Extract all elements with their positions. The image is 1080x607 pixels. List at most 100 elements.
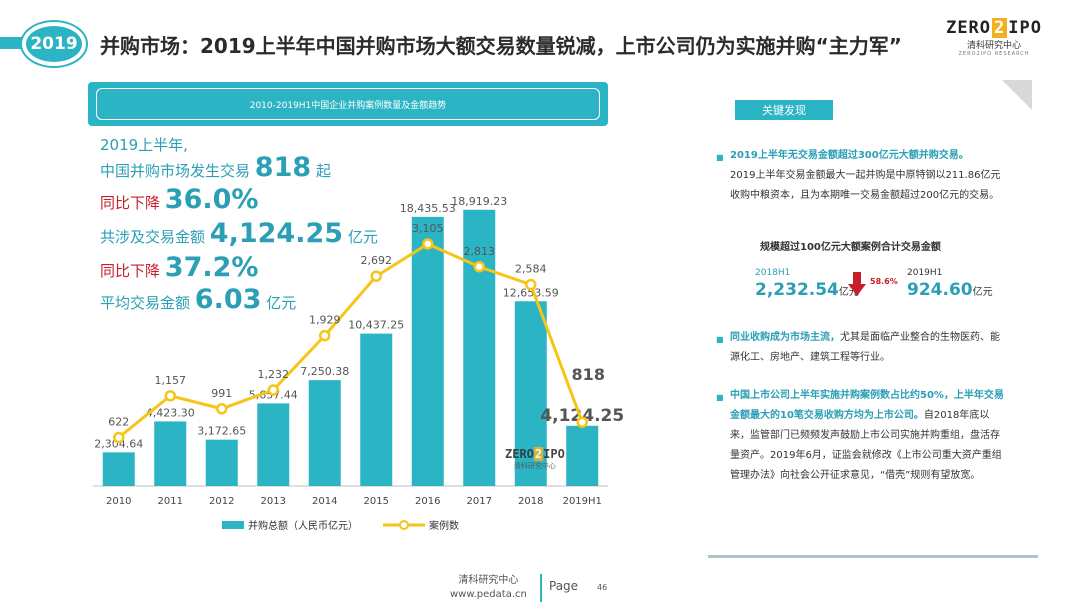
header: 2019 并购市场：2019上半年中国并购市场大额交易数量锐减，上市公司仍为实施… bbox=[0, 0, 1080, 80]
left-amount: 2,232.54亿元 bbox=[755, 280, 859, 300]
line-label-2017: 2,813 bbox=[464, 245, 496, 258]
point-2011 bbox=[164, 390, 176, 402]
point-2015 bbox=[370, 270, 382, 282]
logo-box: 2 bbox=[992, 18, 1008, 38]
x-tick-2017: 2017 bbox=[467, 496, 492, 507]
logo-text-right: IPO bbox=[1008, 18, 1042, 38]
bar-label-2016: 18,435.53 bbox=[400, 202, 456, 215]
line-label-2011: 1,157 bbox=[155, 374, 187, 387]
bar-label-2018: 12,653.59 bbox=[503, 286, 559, 299]
bar-label-2010: 2,304.64 bbox=[94, 437, 143, 450]
point-2010 bbox=[113, 431, 125, 444]
watermark-right: IPO bbox=[543, 447, 565, 461]
line-label-2016: 3,105 bbox=[412, 222, 444, 235]
bar-2017 bbox=[463, 209, 496, 486]
stat-label: 共涉及交易金额 bbox=[100, 228, 206, 246]
year-badge: 2019 bbox=[22, 22, 86, 66]
key-findings-label: 关键发现 bbox=[735, 100, 833, 120]
point-2014 bbox=[319, 329, 331, 342]
down-arrow-icon bbox=[848, 272, 866, 296]
bar-label-2011: 4,423.30 bbox=[146, 406, 195, 419]
bar-2016 bbox=[411, 216, 444, 487]
title-accent-bar bbox=[0, 37, 22, 49]
line-label-2019H1: 818 bbox=[572, 365, 605, 384]
line-label-2013: 1,232 bbox=[258, 368, 290, 381]
finding-3-title: 中国上市公司上半年实施并购案例数占比约50%，上半年交易金额最大的10笔交易收购… bbox=[730, 390, 1004, 421]
bar-2011 bbox=[154, 421, 187, 486]
footer-separator bbox=[540, 574, 542, 602]
finding-2-title: 同业收购成为市场主流， bbox=[730, 332, 840, 343]
logo: ZERO 2 IPO 清科研究中心 ZERO2IPO RESEARCH bbox=[946, 18, 1042, 57]
x-tick-2019H1: 2019H1 bbox=[563, 496, 602, 507]
right-year: 2019H1 bbox=[907, 268, 943, 278]
legend-line-label: 案例数 bbox=[429, 519, 459, 532]
page-title: 并购市场：2019上半年中国并购市场大额交易数量锐减，上市公司仍为实施并购“主力… bbox=[100, 34, 902, 58]
legend-bar-swatch bbox=[222, 521, 244, 529]
bar-2012 bbox=[205, 439, 238, 486]
watermark-left: ZERO bbox=[505, 447, 534, 461]
point-2019H1 bbox=[576, 416, 588, 428]
panel-divider bbox=[708, 555, 1038, 558]
stat-label: 同比下降 bbox=[100, 262, 161, 280]
bar-label-2017: 18,919.23 bbox=[451, 195, 507, 208]
left-amount-unit: 亿元 bbox=[838, 287, 859, 298]
footer-page-number: 46 bbox=[597, 583, 608, 592]
watermark-box: 2 bbox=[533, 447, 544, 461]
point-2013 bbox=[267, 384, 279, 396]
finding-1: 2019上半年无交易金额超过300亿元大额并购交易。 2019上半年交易金额最大… bbox=[730, 146, 1008, 206]
x-tick-2014: 2014 bbox=[312, 496, 337, 507]
stat-unit: 亿元 bbox=[266, 294, 297, 312]
x-tick-2013: 2013 bbox=[261, 496, 286, 507]
legend-line-marker bbox=[399, 520, 409, 530]
finding-2: 同业收购成为市场主流，尤其是面临产业整合的生物医药、能源化工、房地产、建筑工程等… bbox=[730, 328, 1008, 368]
x-tick-2016: 2016 bbox=[415, 496, 440, 507]
x-tick-2012: 2012 bbox=[209, 496, 234, 507]
large-deals-subtitle: 规模超过100亿元大额案例合计交易金额 bbox=[760, 242, 941, 253]
deal-count-value: 818 bbox=[254, 152, 312, 183]
page-corner-fold bbox=[1002, 80, 1032, 110]
logo-text-left: ZERO bbox=[946, 18, 992, 38]
bar-label-2019H1: 4,124.25 bbox=[540, 406, 624, 426]
point-2016 bbox=[422, 238, 434, 250]
x-tick-2015: 2015 bbox=[364, 496, 389, 507]
stat-line-3: 同比下降 36.0% bbox=[100, 184, 258, 215]
legend-bar-label: 并购总额（人民币亿元） bbox=[248, 519, 358, 532]
decline-percent: 58.6% bbox=[870, 277, 898, 286]
line-label-2010: 622 bbox=[108, 416, 129, 429]
line-label-2012: 991 bbox=[211, 387, 232, 400]
footer-org: 清科研究中心 www.pedata.cn bbox=[450, 574, 527, 602]
line-label-2014: 1,929 bbox=[309, 314, 341, 327]
point-2018 bbox=[525, 278, 537, 291]
chart-watermark: ZERO2IPO 清科研究中心 bbox=[505, 447, 565, 471]
point-2017 bbox=[473, 261, 485, 273]
finding-3: 中国上市公司上半年实施并购案例数占比约50%，上半年交易金额最大的10笔交易收购… bbox=[730, 386, 1008, 486]
finding-1-title: 2019上半年无交易金额超过300亿元大额并购交易。 bbox=[730, 150, 969, 161]
right-amount-unit: 亿元 bbox=[972, 287, 993, 298]
line-label-2018: 2,584 bbox=[515, 263, 547, 276]
bullet-icon bbox=[716, 335, 725, 344]
right-amount-value: 924.60 bbox=[907, 280, 973, 300]
stat-unit: 亿元 bbox=[347, 228, 378, 246]
bar-label-2014: 7,250.38 bbox=[300, 365, 349, 378]
stat-line-6: 平均交易金额 6.03 亿元 bbox=[100, 284, 296, 315]
logo-subtitle: 清科研究中心 bbox=[967, 41, 1022, 51]
x-tick-2018: 2018 bbox=[518, 496, 543, 507]
x-tick-2010: 2010 bbox=[106, 496, 131, 507]
x-tick-2011: 2011 bbox=[158, 496, 183, 507]
stat-line-1: 2019上半年, bbox=[100, 136, 188, 154]
bullet-icon bbox=[716, 393, 725, 402]
chart: 2,304.6420104,423.3020113,172.6520125,65… bbox=[93, 195, 624, 532]
stat-unit: 起 bbox=[315, 162, 331, 180]
bar-label-2012: 3,172.65 bbox=[197, 425, 246, 438]
count-decline-value: 36.0% bbox=[164, 184, 259, 215]
point-2012 bbox=[216, 403, 228, 415]
bar-2015 bbox=[360, 333, 393, 486]
bar-label-2015: 10,437.25 bbox=[348, 319, 404, 332]
amount-decline-value: 37.2% bbox=[164, 252, 259, 283]
right-amount: 924.60亿元 bbox=[907, 280, 993, 300]
stat-label: 同比下降 bbox=[100, 194, 161, 212]
bar-2013 bbox=[257, 403, 290, 486]
chart-title: 2010-2019H1中国企业并购案例数量及金额趋势 bbox=[96, 88, 600, 120]
line-label-2015: 2,692 bbox=[361, 254, 393, 267]
watermark-sub: 清科研究中心 bbox=[513, 462, 556, 470]
